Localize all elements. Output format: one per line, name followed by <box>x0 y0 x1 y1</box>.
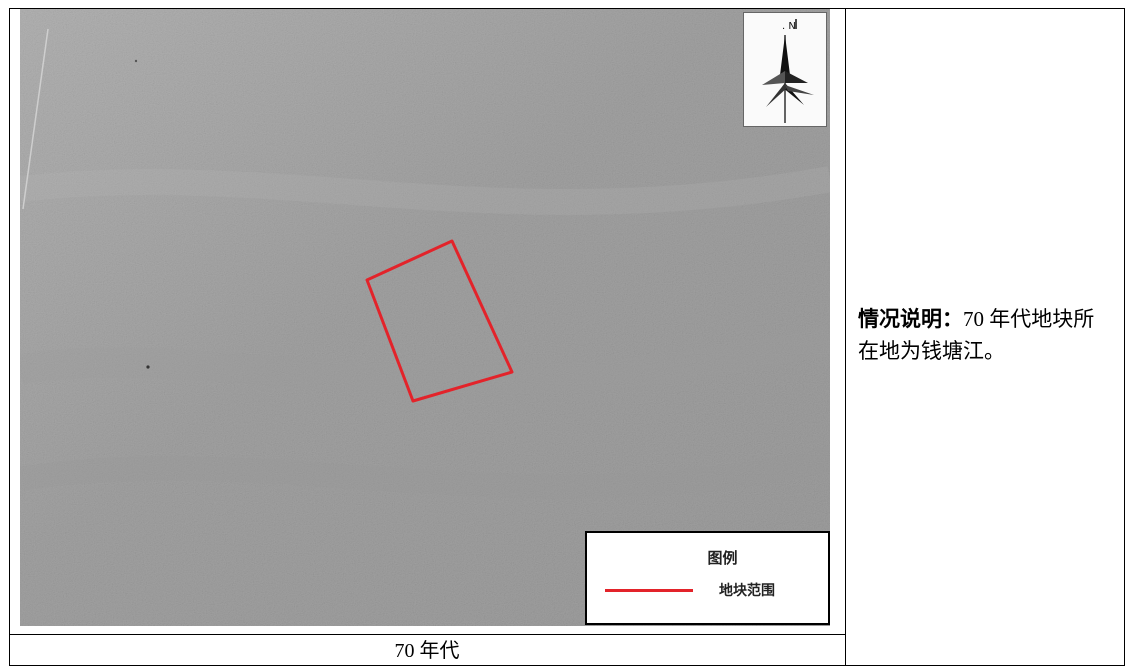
note-heading: 情况说明： <box>858 307 963 331</box>
legend-parcel-line-swatch <box>605 589 693 592</box>
note-text: 70 年代地块所在地为钱塘江。 <box>858 307 1095 363</box>
column-divider <box>845 8 846 666</box>
legend-title: 图例 <box>707 549 738 567</box>
map-caption: 70 年代 <box>394 640 460 662</box>
row-divider <box>9 634 846 635</box>
situation-note: 情况说明：70 年代地块所在地为钱塘江。 <box>858 303 1114 367</box>
river-surface <box>20 9 830 626</box>
aerial-map-svg <box>20 9 830 626</box>
table-frame <box>9 8 1125 666</box>
parcel-boundary <box>365 239 514 403</box>
aerial-map-image <box>20 9 830 626</box>
north-arrow-compass-icon: . N <box>743 12 827 127</box>
legend-item-parcel-boundary: 地块范围 <box>719 583 775 599</box>
svg-text:. N: . N <box>782 21 796 32</box>
map-legend: 图例 地块范围 <box>585 531 830 625</box>
